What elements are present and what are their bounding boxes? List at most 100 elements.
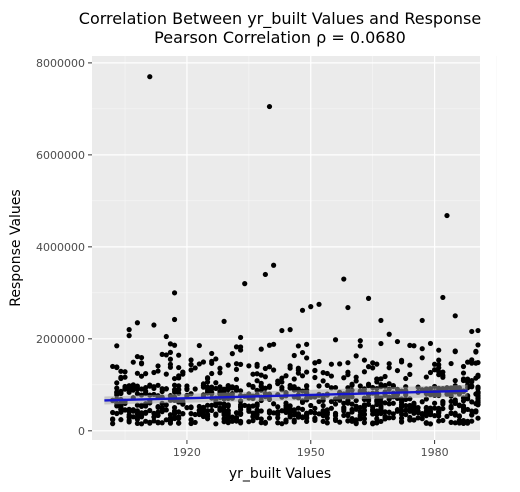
data-point <box>345 418 351 424</box>
data-point <box>221 412 227 418</box>
data-point <box>291 352 297 359</box>
data-point <box>304 411 310 417</box>
data-point <box>134 408 141 414</box>
data-point <box>357 338 363 344</box>
data-point <box>411 343 417 349</box>
data-point <box>118 374 124 380</box>
data-point <box>374 401 380 408</box>
data-point <box>167 356 174 362</box>
data-point <box>332 417 339 424</box>
data-point <box>266 364 273 370</box>
data-point <box>225 417 231 423</box>
data-point <box>159 409 165 415</box>
data-point <box>122 407 128 413</box>
data-point <box>209 350 215 357</box>
data-point <box>283 373 289 379</box>
data-point <box>341 408 347 414</box>
data-point <box>431 413 438 419</box>
data-point <box>469 360 475 366</box>
data-point <box>353 403 359 409</box>
y-tick-label: 2000000 <box>36 333 85 346</box>
data-point <box>465 418 471 424</box>
data-point <box>176 420 182 426</box>
data-point <box>353 417 359 423</box>
data-point <box>419 399 425 405</box>
data-point <box>242 281 248 287</box>
data-point <box>452 412 458 418</box>
data-point <box>394 408 401 414</box>
data-point <box>204 408 211 414</box>
data-point <box>341 412 347 419</box>
data-point <box>440 399 446 405</box>
data-point <box>361 407 368 413</box>
data-point <box>440 417 446 424</box>
data-point <box>332 337 339 343</box>
data-point <box>204 389 211 395</box>
data-point <box>299 399 306 406</box>
data-point <box>324 382 330 388</box>
data-point <box>337 419 343 425</box>
data-point <box>283 403 289 409</box>
data-point <box>192 411 198 418</box>
data-point <box>134 420 141 427</box>
data-point <box>320 413 326 419</box>
data-point <box>213 400 219 407</box>
data-point <box>341 400 347 406</box>
data-point <box>266 410 273 416</box>
data-point <box>246 363 252 369</box>
data-point <box>312 367 318 374</box>
data-point <box>411 410 417 416</box>
data-point <box>361 416 368 422</box>
data-point <box>176 364 182 371</box>
data-point <box>304 418 310 425</box>
data-point <box>134 370 141 376</box>
data-point <box>225 384 231 390</box>
data-point <box>151 410 157 416</box>
data-point <box>209 360 215 366</box>
data-point <box>427 408 434 414</box>
data-point <box>308 409 314 415</box>
data-point <box>460 363 467 370</box>
data-point <box>374 376 380 382</box>
data-point <box>176 383 182 389</box>
data-point <box>382 373 388 380</box>
data-point <box>122 369 128 375</box>
data-point <box>159 420 165 426</box>
data-point <box>233 361 240 367</box>
data-point <box>328 373 335 379</box>
data-point <box>460 406 467 412</box>
data-point <box>324 370 330 377</box>
data-point <box>246 405 252 411</box>
data-point <box>419 412 425 418</box>
data-point <box>460 420 467 427</box>
data-point <box>475 389 481 395</box>
data-point <box>287 407 293 413</box>
data-point <box>266 384 273 390</box>
data-point <box>262 420 268 426</box>
data-point <box>217 370 223 376</box>
data-point <box>155 412 161 418</box>
data-point <box>271 401 277 407</box>
data-point <box>258 372 264 378</box>
data-point <box>291 384 297 390</box>
data-point <box>328 385 335 391</box>
data-point <box>361 411 368 417</box>
data-point <box>423 408 429 414</box>
data-point <box>250 403 256 409</box>
data-point <box>403 407 409 413</box>
data-point <box>357 412 363 418</box>
data-point <box>475 342 481 348</box>
data-point <box>134 320 141 326</box>
data-point <box>452 420 458 426</box>
data-point <box>114 364 120 370</box>
data-point <box>345 304 351 311</box>
data-point <box>138 373 145 379</box>
data-point <box>147 420 153 426</box>
data-point <box>312 360 318 366</box>
data-point <box>386 331 392 337</box>
data-point <box>299 349 306 356</box>
data-point <box>275 420 281 426</box>
data-point <box>398 408 405 414</box>
data-point <box>213 380 219 386</box>
data-point <box>382 400 388 406</box>
